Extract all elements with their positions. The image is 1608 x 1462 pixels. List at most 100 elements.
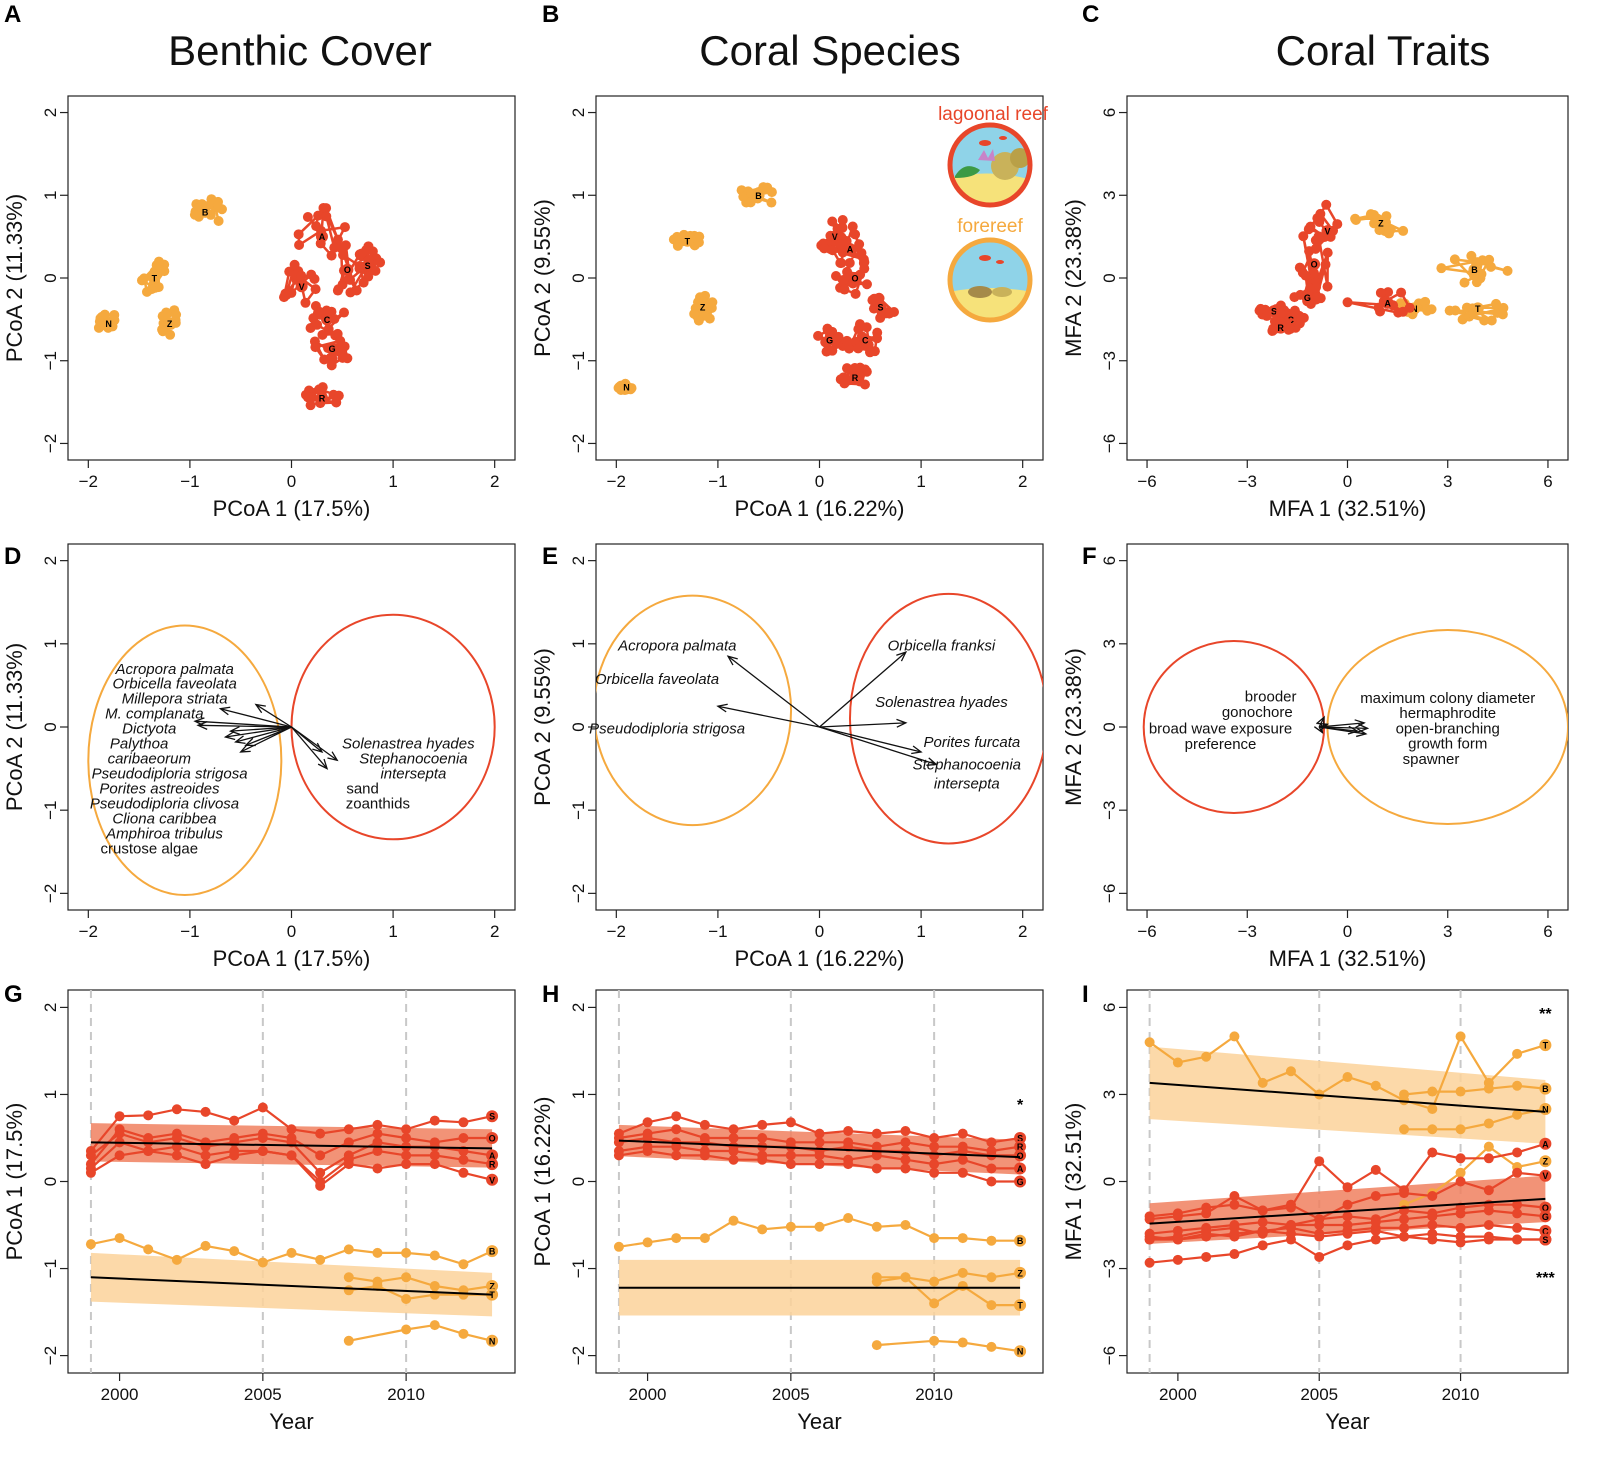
site-series-point-R [929, 1141, 940, 1152]
site-series-point-A [257, 1132, 268, 1143]
site-series-point-R [1229, 1249, 1240, 1260]
site-point-G [1300, 270, 1311, 281]
site-end-marker-B [1539, 1082, 1552, 1095]
site-series-point-B [229, 1246, 240, 1257]
x-tick-label: −2 [607, 472, 626, 491]
site-series-point-T [458, 1289, 469, 1300]
variable-label: open-branching [1396, 720, 1500, 737]
x-tick-label: 6 [1543, 472, 1552, 491]
site-series-point-V [1370, 1191, 1381, 1202]
site-point-V [1305, 221, 1316, 232]
group-ellipse-forereef [87, 624, 283, 897]
site-series-point-S [728, 1124, 739, 1135]
site-series-point-C [1483, 1220, 1494, 1231]
site-centroid-A [1381, 296, 1394, 309]
site-series-point-O [343, 1137, 354, 1148]
site-series-point-N [1483, 1118, 1494, 1129]
plot-frame [67, 989, 516, 1374]
site-series-point-S [1201, 1231, 1212, 1242]
site-series-point-O [372, 1128, 383, 1139]
site-label-S: S [877, 302, 883, 312]
site-series-point-B [957, 1233, 968, 1244]
site-series-point-T [1370, 1080, 1381, 1091]
site-point-T [139, 273, 150, 284]
site-end-marker-V [486, 1173, 499, 1186]
plot-area: B T N Z A V O S C G R [93, 194, 386, 411]
site-centroid-G [326, 342, 339, 355]
site-series-point-V [1512, 1167, 1523, 1178]
site-series-point-N [429, 1320, 440, 1331]
site-point-A [827, 245, 838, 256]
site-point-O [831, 270, 842, 281]
site-end-label-O: O [489, 1133, 496, 1143]
site-point-A [321, 203, 332, 214]
site-series-point-N [986, 1341, 997, 1352]
site-point-A [321, 211, 332, 222]
site-series-point-S [843, 1126, 854, 1137]
site-label-G: G [826, 336, 833, 346]
x-axis-label: MFA 1 (32.51%) [1269, 496, 1427, 521]
plot-area [1142, 628, 1568, 826]
site-series-point-G [843, 1159, 854, 1170]
x-tick-label: 1 [916, 472, 925, 491]
variable-label: Amphiroa tribulus [105, 825, 223, 842]
site-label-B: B [1471, 265, 1478, 275]
site-point-O [839, 284, 850, 295]
site-point-G [310, 342, 321, 353]
x-tick-label: 0 [1343, 472, 1352, 491]
forereef-illustration-icon [947, 237, 1033, 323]
site-series-point-V [1229, 1191, 1240, 1202]
loading-arrow [220, 708, 292, 728]
trend-line-lagoonal [90, 1141, 493, 1150]
site-point-Z [689, 308, 700, 319]
site-series-point-V [1399, 1188, 1410, 1199]
loading-arrow [230, 726, 292, 732]
site-end-marker-T [1539, 1039, 1552, 1052]
site-centroid-Z [1374, 216, 1387, 229]
significance-marker: *** [1536, 1270, 1555, 1287]
site-series-point-A [171, 1132, 182, 1143]
x-tick-label: −6 [1137, 472, 1156, 491]
site-centroid-G [1301, 291, 1314, 304]
site-series-point-S [1314, 1231, 1325, 1242]
site-series-point-S [257, 1102, 268, 1113]
site-centroid-Z [696, 300, 709, 313]
x-tick-label: 3 [1443, 922, 1452, 941]
y-tick-label: −3 [1100, 1259, 1119, 1278]
y-tick-label: 3 [1100, 191, 1119, 200]
site-end-label-B: B [1017, 1236, 1024, 1246]
site-series-point-B [1483, 1083, 1494, 1094]
site-point-R [302, 392, 313, 403]
site-series-point-A [372, 1137, 383, 1148]
site-series-point-R [429, 1150, 440, 1161]
site-series-point-S [1257, 1225, 1268, 1236]
site-series-point-S [343, 1124, 354, 1135]
site-label-G: G [1304, 293, 1311, 303]
site-point-R [839, 378, 850, 389]
site-point-O [1304, 246, 1315, 257]
variable-label: Stephanocoenia [359, 751, 467, 768]
y-tick-label: 0 [41, 722, 60, 731]
site-series-point-G [1399, 1214, 1410, 1225]
site-centroid-C [859, 334, 872, 347]
y-tick-label: 6 [1100, 556, 1119, 565]
x-tick-label: 0 [287, 472, 296, 491]
site-series-point-N [401, 1324, 412, 1335]
site-series-point-O [699, 1137, 710, 1148]
site-series-point-B [1427, 1086, 1438, 1097]
site-series-point-G [699, 1150, 710, 1161]
site-series-point-G [1483, 1205, 1494, 1216]
loading-arrowhead [196, 721, 208, 730]
site-centroid-O [1308, 258, 1321, 271]
site-label-C: C [324, 315, 331, 325]
site-point-G [1289, 292, 1300, 303]
site-series-point-T [929, 1298, 940, 1309]
panel-g-benthic-timeseries: 2000 2005 2010 −2 −1 0 1 2 Year PCoA 1 (17.5%) S OA… [2, 989, 516, 1434]
y-tick-label: 3 [1100, 1090, 1119, 1099]
site-point-A [313, 210, 324, 221]
site-series-point-O [957, 1146, 968, 1157]
site-series-point-A [85, 1150, 96, 1161]
site-point-N [1420, 296, 1431, 307]
site-series-point-G [1427, 1211, 1438, 1222]
